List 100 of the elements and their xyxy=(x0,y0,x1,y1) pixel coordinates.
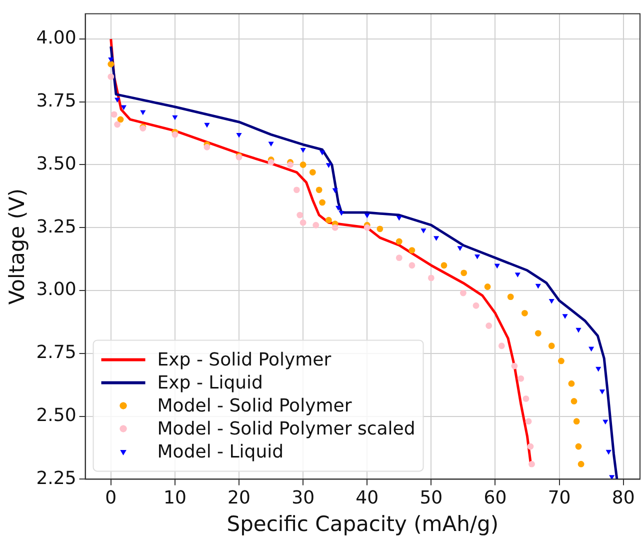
point xyxy=(498,342,505,350)
point xyxy=(364,224,370,231)
point xyxy=(511,362,518,370)
point xyxy=(364,213,370,218)
point xyxy=(576,328,582,333)
point xyxy=(293,186,300,194)
point xyxy=(396,238,402,245)
x-tick-label: 20 xyxy=(228,488,250,509)
point xyxy=(114,98,120,103)
point xyxy=(472,302,480,309)
point xyxy=(599,390,605,394)
point xyxy=(332,188,338,194)
y-tick-label: 2.75 xyxy=(36,342,76,364)
point xyxy=(300,148,306,153)
point xyxy=(548,342,555,350)
point xyxy=(312,222,320,228)
point xyxy=(522,396,530,402)
point xyxy=(172,115,178,120)
point xyxy=(320,150,326,156)
x-tick-label: 80 xyxy=(612,488,635,509)
y-tick-label: 4.00 xyxy=(36,28,76,49)
point xyxy=(316,186,322,194)
point xyxy=(588,346,594,352)
point xyxy=(110,111,118,118)
point xyxy=(562,314,568,319)
point xyxy=(525,418,532,425)
legend-label: Model - Solid Polymer xyxy=(157,395,352,416)
point xyxy=(434,236,440,241)
point xyxy=(596,366,602,372)
point xyxy=(117,116,124,123)
point xyxy=(486,322,492,329)
x-tick-label: 50 xyxy=(420,488,443,509)
point xyxy=(300,219,306,226)
point xyxy=(606,450,612,455)
point xyxy=(108,60,114,68)
point xyxy=(309,169,316,176)
point xyxy=(494,264,500,269)
y-tick-label: 3.00 xyxy=(36,279,76,300)
x-tick-label: 30 xyxy=(292,488,315,509)
point xyxy=(204,122,210,128)
point xyxy=(326,163,332,168)
x-tick-label: 0 xyxy=(105,488,117,509)
point xyxy=(236,132,242,138)
point xyxy=(558,358,564,364)
point xyxy=(300,162,306,168)
point xyxy=(570,398,578,404)
point xyxy=(408,262,416,269)
point xyxy=(568,380,575,387)
y-tick-label: 3.25 xyxy=(36,216,76,238)
point xyxy=(534,330,542,336)
y-tick-label: 2.25 xyxy=(36,468,76,489)
point xyxy=(336,206,342,211)
point xyxy=(319,199,326,206)
point xyxy=(484,284,491,290)
legend-label: Model - Liquid xyxy=(157,441,284,462)
point xyxy=(376,226,384,232)
x-tick-label: 40 xyxy=(356,488,379,509)
point xyxy=(573,418,580,425)
x-tick-label: 10 xyxy=(164,488,186,509)
point xyxy=(528,460,535,468)
point xyxy=(527,443,534,450)
point xyxy=(514,272,520,278)
legend-label: Exp - Solid Polymer xyxy=(157,349,332,370)
point xyxy=(396,216,402,221)
point xyxy=(578,460,584,468)
y-axis-title: Voltage (V) xyxy=(5,188,30,305)
point xyxy=(609,475,615,480)
point xyxy=(428,274,434,282)
point xyxy=(114,121,121,128)
x-axis-title: Specific Capacity (mAh/g) xyxy=(226,512,499,536)
point xyxy=(507,294,514,300)
point xyxy=(440,262,448,269)
point xyxy=(460,270,468,276)
point xyxy=(474,254,480,260)
point xyxy=(420,228,426,234)
point xyxy=(108,73,114,80)
y-tick-label: 3.50 xyxy=(36,153,76,174)
point xyxy=(296,212,304,218)
x-tick-label: 60 xyxy=(484,488,507,509)
point xyxy=(535,284,541,289)
point xyxy=(120,105,126,110)
x-tick-label: 70 xyxy=(548,488,571,509)
point xyxy=(602,420,608,425)
point xyxy=(172,131,178,138)
point xyxy=(108,57,114,62)
point xyxy=(287,162,294,168)
point xyxy=(338,210,344,216)
point xyxy=(460,290,466,296)
point xyxy=(396,254,402,262)
point xyxy=(325,216,332,224)
point xyxy=(522,310,528,316)
y-tick-label: 3.75 xyxy=(36,90,76,112)
point xyxy=(548,298,554,304)
point xyxy=(268,159,274,166)
point xyxy=(575,443,582,450)
point xyxy=(457,246,463,251)
point xyxy=(518,375,524,382)
legend-label: Model - Solid Polymer scaled xyxy=(157,418,416,440)
point xyxy=(332,224,338,231)
point xyxy=(140,110,146,116)
